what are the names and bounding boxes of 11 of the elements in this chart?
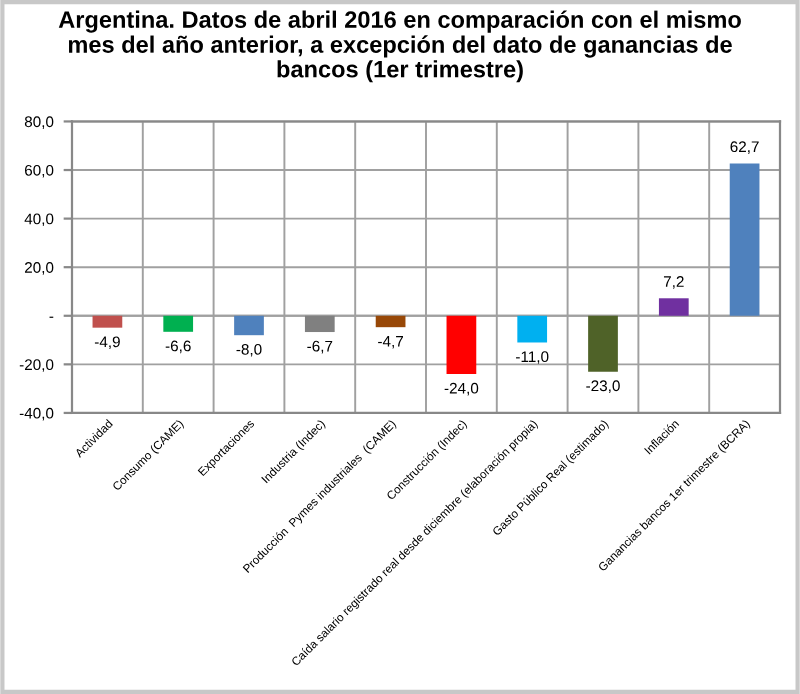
bar: [446, 315, 477, 375]
bar: [92, 315, 123, 328]
chart-title: Argentina. Datos de abril 2016 en comparación con el mismo mes del año anterior, a excepción del dato de ganancias de bancos (1er trimestre): [58, 10, 741, 83]
bar: [304, 315, 335, 333]
bar: [234, 315, 264, 336]
bar: [375, 315, 406, 328]
bar: [163, 315, 194, 332]
bar: [729, 163, 760, 316]
bar: [658, 298, 689, 316]
bar: [588, 315, 618, 372]
bar: [517, 315, 548, 343]
